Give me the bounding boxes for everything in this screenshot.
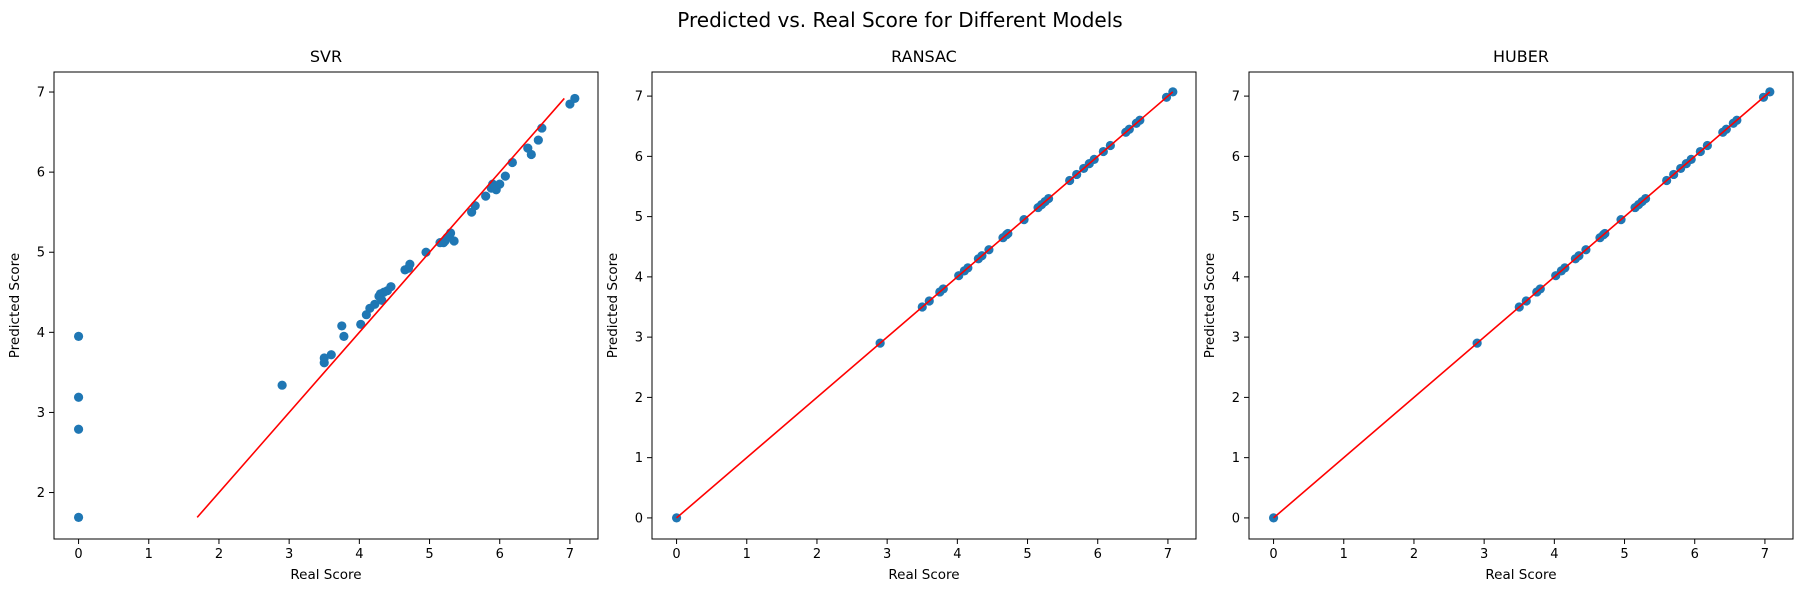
- y-tick-label: 0: [1232, 511, 1240, 526]
- chart-panel-huber: HUBER 0 1 2 3 4 5 6 7 0 1 2 3 4 5 6 7 Real Score Predicted…: [1202, 47, 1794, 583]
- y-tick-label: 4: [1232, 270, 1240, 285]
- x-axis-label: Real Score: [290, 567, 361, 583]
- x-tick-label: 1: [743, 547, 751, 562]
- y-tick-label: 2: [635, 391, 643, 406]
- fit-line: [196, 97, 565, 518]
- panel-title: RANSAC: [891, 47, 957, 66]
- y-tick-label: 7: [635, 90, 643, 105]
- panel-title: SVR: [310, 47, 342, 66]
- x-axis-label: Real Score: [1485, 567, 1556, 583]
- x-tick-label: 6: [1691, 547, 1699, 562]
- x-tick-label: 2: [1410, 547, 1418, 562]
- data-point: [337, 321, 347, 331]
- data-point: [481, 191, 491, 201]
- data-point: [277, 380, 287, 390]
- x-tick-label: 0: [672, 547, 680, 562]
- data-point: [73, 424, 84, 434]
- axes-frame: [1248, 71, 1794, 540]
- y-tick-label: 6: [37, 166, 45, 181]
- data-point: [73, 331, 84, 341]
- data-point: [533, 135, 543, 145]
- data-point: [370, 299, 380, 309]
- x-tick-label: 7: [1761, 547, 1769, 562]
- x-tick-label: 0: [74, 547, 82, 562]
- chart-panel-svr: SVR 0 1 2 3 4 5 6 7 2 3 4 5 6 7 Real Score Predicted Sco…: [7, 47, 599, 583]
- y-tick-label: 6: [1232, 150, 1240, 165]
- data-point: [526, 149, 536, 160]
- data-point: [339, 331, 349, 341]
- data-point: [449, 236, 459, 246]
- x-tick-label: 3: [285, 547, 293, 562]
- data-point: [386, 282, 396, 292]
- data-point: [500, 171, 510, 181]
- data-point: [470, 201, 480, 211]
- y-axis-label: Predicted Score: [605, 253, 621, 358]
- y-tick-label: 2: [1232, 391, 1240, 406]
- y-tick-label: 7: [1232, 90, 1240, 105]
- data-point: [326, 350, 336, 360]
- figure-title: Predicted vs. Real Score for Different M…: [677, 8, 1122, 32]
- data-point: [570, 93, 580, 104]
- x-tick-label: 1: [1340, 547, 1348, 562]
- y-tick-label: 7: [37, 86, 45, 101]
- x-tick-label: 7: [566, 547, 574, 562]
- y-tick-label: 5: [1232, 210, 1240, 225]
- x-tick-label: 3: [1480, 547, 1488, 562]
- x-tick-label: 0: [1269, 547, 1277, 562]
- x-tick-label: 4: [355, 547, 363, 562]
- data-point: [495, 179, 505, 189]
- x-tick-label: 1: [145, 547, 153, 562]
- y-tick-label: 3: [37, 406, 45, 421]
- data-point: [73, 392, 84, 402]
- fit-line: [1273, 91, 1771, 519]
- data-point: [319, 358, 329, 368]
- fit-line: [676, 91, 1174, 519]
- x-tick-label: 6: [1094, 547, 1102, 562]
- y-tick-label: 3: [1232, 331, 1240, 346]
- x-tick-label: 2: [215, 547, 223, 562]
- axes-frame: [651, 71, 1197, 540]
- x-tick-label: 2: [813, 547, 821, 562]
- y-tick-label: 6: [635, 150, 643, 165]
- y-tick-label: 4: [635, 270, 643, 285]
- y-tick-label: 5: [37, 246, 45, 261]
- y-tick-label: 3: [635, 331, 643, 346]
- data-point: [405, 259, 415, 269]
- x-tick-label: 3: [883, 547, 891, 562]
- y-tick-label: 1: [635, 451, 643, 466]
- x-tick-label: 5: [425, 547, 433, 562]
- y-axis-label: Predicted Score: [1202, 253, 1218, 358]
- x-axis-label: Real Score: [888, 567, 959, 583]
- panel-title: HUBER: [1493, 47, 1549, 66]
- x-tick-label: 5: [1023, 547, 1031, 562]
- y-tick-label: 1: [1232, 451, 1240, 466]
- x-tick-label: 4: [953, 547, 961, 562]
- y-tick-label: 4: [37, 326, 45, 341]
- y-tick-label: 0: [635, 511, 643, 526]
- x-tick-label: 4: [1550, 547, 1558, 562]
- y-tick-label: 5: [635, 210, 643, 225]
- x-tick-label: 6: [496, 547, 504, 562]
- data-point: [356, 319, 366, 329]
- x-tick-label: 7: [1164, 547, 1172, 562]
- axes-frame: [53, 71, 599, 540]
- data-point: [73, 512, 84, 522]
- chart-panel-ransac: RANSAC 0 1 2 3 4 5 6 7 0 1 2 3 4 5 6 7 Real Score Predicte…: [605, 47, 1197, 583]
- y-axis-label: Predicted Score: [7, 253, 23, 358]
- x-tick-label: 5: [1620, 547, 1628, 562]
- data-point: [377, 295, 387, 305]
- y-tick-label: 2: [37, 486, 45, 501]
